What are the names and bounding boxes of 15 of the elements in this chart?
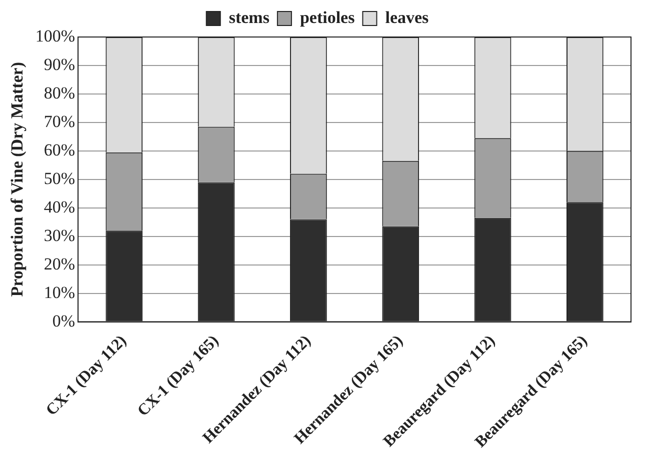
y-tick-label: 100%: [35, 26, 76, 46]
y-tick-label: 20%: [44, 254, 76, 274]
y-tick-label: 90%: [44, 54, 76, 74]
y-tick-label: 0%: [52, 311, 76, 330]
y-tick-label: 50%: [44, 168, 76, 188]
y-tick-label: 60%: [44, 140, 76, 160]
y-tick-label: 70%: [44, 112, 76, 131]
legend-label: stems: [228, 8, 270, 27]
legend-label: petioles: [300, 8, 356, 27]
y-axis-title: Proportion of Vine (Dry Matter): [8, 62, 27, 297]
y-tick-label: 30%: [44, 226, 76, 245]
y-tick-label: 80%: [44, 83, 76, 102]
legend-label: leaves: [385, 8, 430, 27]
y-tick-label: 40%: [44, 197, 76, 216]
y-tick-label: 10%: [44, 282, 76, 302]
